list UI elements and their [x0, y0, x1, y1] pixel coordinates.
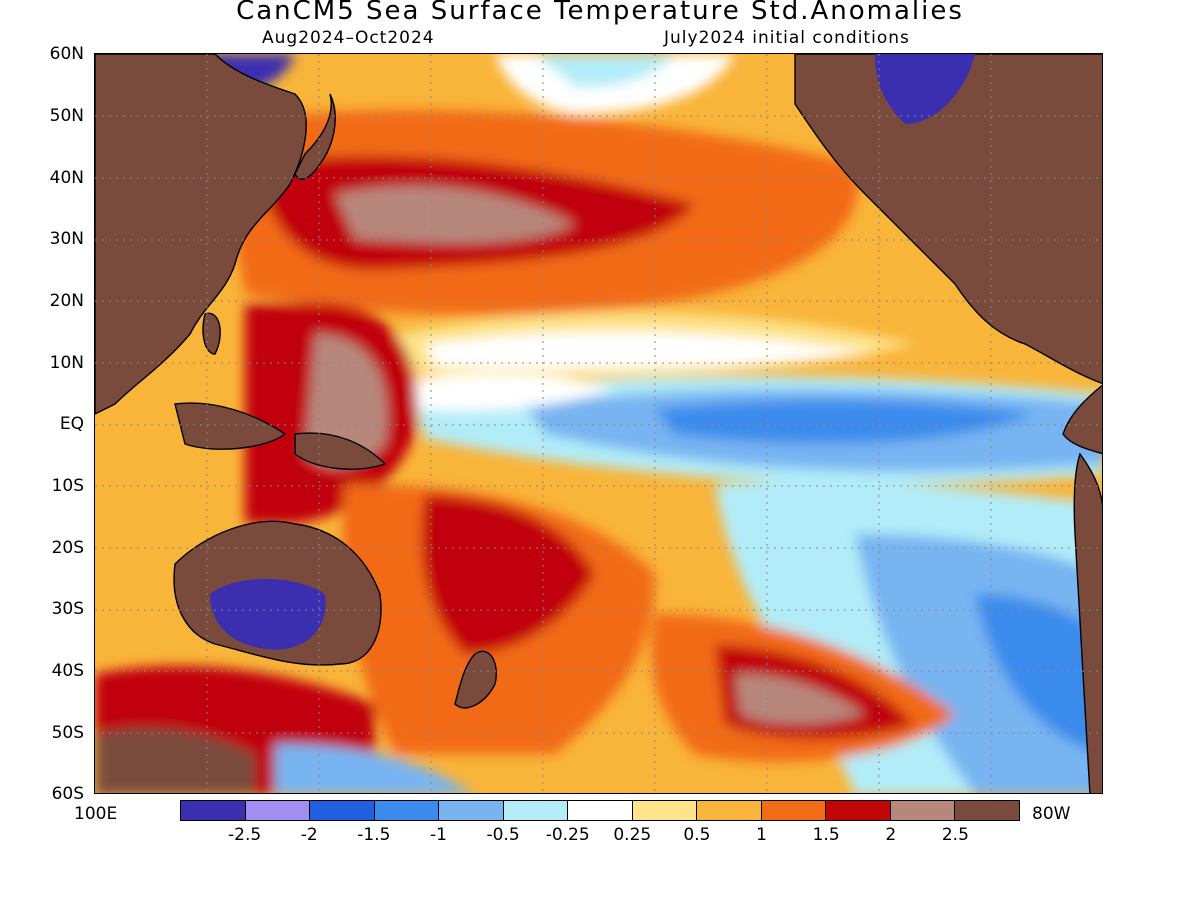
anomaly-map: [94, 53, 1103, 794]
colorbar-swatch: [245, 801, 311, 820]
japan-landmass: [294, 93, 336, 180]
colorbar-swatch: [374, 801, 440, 820]
colorbar-swatch: [826, 801, 891, 820]
colorbar-label: -1.5: [357, 825, 391, 845]
colorbar-label: -0.5: [486, 825, 520, 845]
anomaly-field: [95, 54, 1102, 793]
colorbar-swatch: [890, 801, 956, 820]
colorbar-label: 2: [885, 825, 897, 845]
colorbar-label: 1.5: [812, 825, 840, 845]
colorbar-label: 0.5: [683, 825, 711, 845]
colorbar-label: 0.25: [613, 825, 652, 845]
lon-label-right: 80W: [1032, 804, 1071, 824]
lat-label-eq: EQ: [59, 414, 84, 434]
lat-label-60n: 60N: [49, 44, 84, 64]
lat-label-40n: 40N: [49, 168, 84, 188]
lat-label-20n: 20N: [49, 291, 84, 311]
colorbar-swatch: [697, 801, 762, 820]
lon-label-left: 100E: [74, 804, 118, 824]
colorbar-label: -0.25: [545, 825, 590, 845]
gridlines: [95, 54, 1102, 793]
australia-inland-anomaly: [210, 579, 326, 650]
colorbar-swatch: [439, 801, 504, 820]
forecast-period: Aug2024–Oct2024: [262, 28, 435, 48]
colorbar-label: -2.5: [228, 825, 262, 845]
north-america-landmass: [794, 54, 1102, 384]
colorbar: [180, 800, 1020, 821]
land-masses: [95, 54, 1102, 793]
lat-label-30s: 30S: [51, 599, 84, 619]
colorbar-swatch: [568, 801, 633, 820]
colorbar-label: 1: [756, 825, 767, 845]
asia-landmass: [95, 54, 307, 415]
lat-label-20s: 20S: [51, 538, 84, 558]
map-title: CanCM5 Sea Surface Temperature Std.Anoma…: [236, 0, 964, 26]
colorbar-swatch: [503, 801, 569, 820]
new-zealand-landmass: [454, 650, 497, 709]
lat-label-30n: 30N: [49, 229, 84, 249]
lat-label-10n: 10N: [49, 353, 84, 373]
colorbar-label: -1: [429, 825, 447, 845]
lat-label-40s: 40S: [51, 661, 84, 681]
colorbar-swatch: [181, 801, 246, 820]
colorbar-swatch: [310, 801, 375, 820]
south-america-landmass: [1073, 452, 1102, 793]
lat-label-50s: 50S: [51, 723, 84, 743]
colorbar-swatch: [955, 801, 1019, 820]
colorbar-label: -2: [300, 825, 318, 845]
colorbar-label: 2.5: [941, 825, 969, 845]
lat-label-60s: 60S: [51, 784, 84, 804]
lat-label-10s: 10S: [51, 476, 84, 496]
lat-label-50n: 50N: [49, 106, 84, 126]
colorbar-swatch: [761, 801, 827, 820]
initial-conditions: July2024 initial conditions: [664, 28, 910, 48]
colorbar-swatch: [632, 801, 698, 820]
